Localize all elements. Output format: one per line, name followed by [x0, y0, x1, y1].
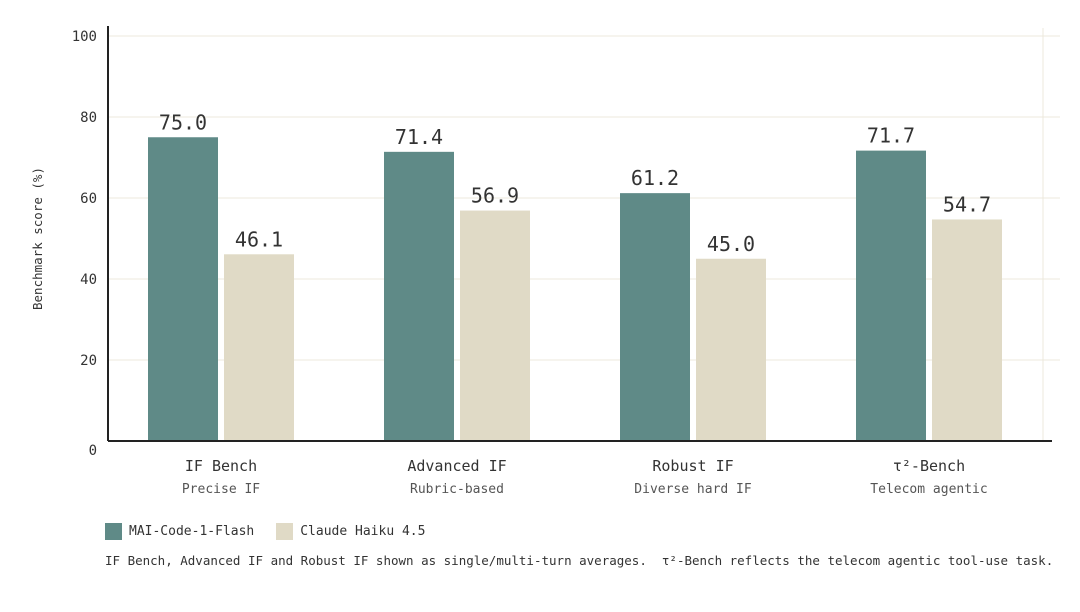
x-tick-label: Robust IF — [652, 457, 733, 475]
x-tick-sublabel: Precise IF — [182, 482, 260, 497]
legend-swatch-series-1 — [105, 523, 122, 540]
y-tick-label: 40 — [80, 272, 97, 288]
x-tick-label: IF Bench — [185, 457, 257, 475]
y-tick-label: 0 — [89, 443, 97, 459]
y-tick-label: 80 — [80, 110, 97, 126]
chart-legend: MAI-Code-1-Flash Claude Haiku 4.5 — [105, 523, 447, 540]
bar-series-1 — [856, 150, 926, 442]
legend-item-series-1: MAI-Code-1-Flash — [105, 523, 254, 540]
bar-series-2 — [224, 254, 294, 441]
bar-series-1 — [620, 193, 690, 441]
bar-value-label: 56.9 — [471, 184, 519, 208]
bar-series-2 — [460, 210, 530, 441]
bar-value-label: 75.0 — [159, 110, 207, 134]
legend-label-series-1: MAI-Code-1-Flash — [129, 524, 255, 539]
bar-value-label: 71.7 — [867, 124, 915, 148]
x-tick-label: τ²-Bench — [893, 457, 965, 475]
bar-series-2 — [696, 258, 766, 441]
legend-swatch-series-2 — [276, 523, 294, 540]
bar-chart: 0 20 40 60 80 100 Benchmark score (%) 75.0 46.1 I… — [30, 26, 1060, 497]
bar-series-2 — [932, 219, 1002, 441]
x-tick-sublabel: Diverse hard IF — [634, 482, 752, 497]
bar-value-label: 71.4 — [395, 125, 443, 149]
y-tick-label: 100 — [72, 29, 97, 45]
y-tick-label: 20 — [80, 353, 97, 369]
y-tick-label: 60 — [80, 191, 97, 207]
x-tick-sublabel: Telecom agentic — [870, 482, 987, 497]
bar-series-1 — [148, 137, 218, 441]
legend-label-series-2: Claude Haiku 4.5 — [300, 524, 426, 539]
bar-series-1 — [384, 151, 454, 441]
bar-value-label: 46.1 — [235, 227, 283, 251]
bar-value-label: 61.2 — [631, 166, 679, 190]
x-tick-sublabel: Rubric-based — [410, 482, 504, 497]
bar-value-label: 45.0 — [707, 232, 755, 256]
bar-value-label: 54.7 — [943, 192, 991, 216]
x-tick-label: Advanced IF — [407, 457, 506, 475]
chart-footnote: IF Bench, Advanced IF and Robust IF show… — [105, 553, 1054, 568]
y-axis-label: Benchmark score (%) — [30, 167, 45, 310]
legend-item-series-2: Claude Haiku 4.5 — [276, 523, 425, 540]
